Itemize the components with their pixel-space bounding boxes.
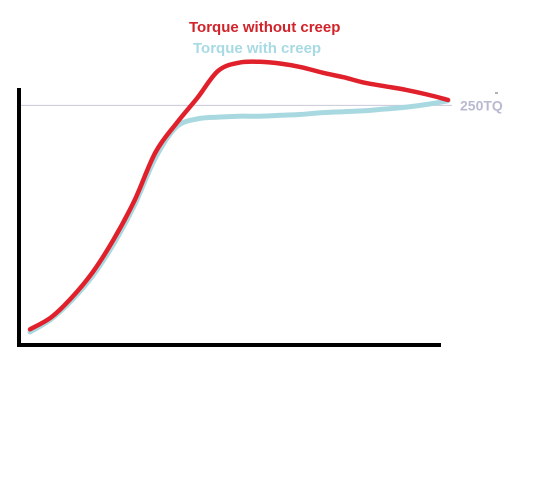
series-line-with-creep (27, 98, 451, 335)
reference-label-250tq: 250TQ (460, 97, 503, 113)
series-line-without-creep (27, 59, 451, 332)
series-layer (27, 59, 451, 335)
legend-label-without-creep: Torque without creep (189, 19, 340, 36)
legend-label-with-creep: Torque with creep (193, 40, 321, 57)
